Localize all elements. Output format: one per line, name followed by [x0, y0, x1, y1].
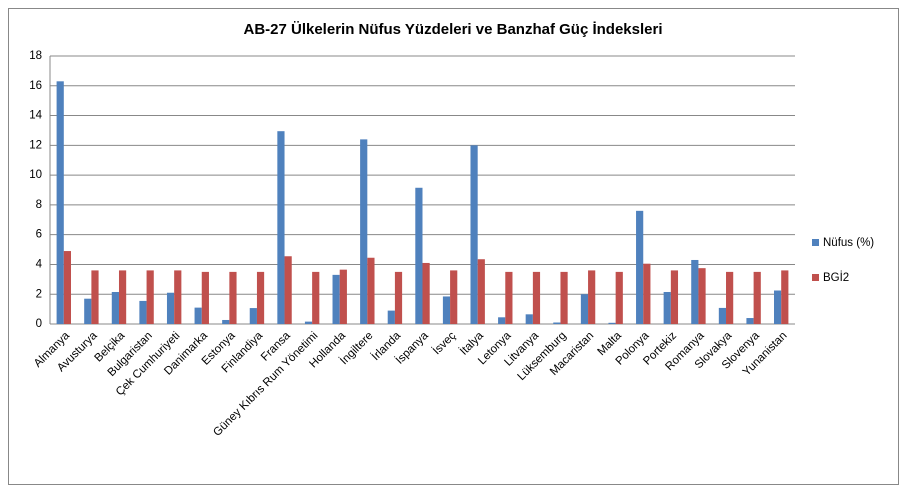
bar — [332, 274, 340, 324]
bar — [360, 139, 368, 324]
bar — [691, 259, 699, 324]
bar — [643, 263, 651, 324]
bar — [256, 271, 265, 324]
chart-border — [8, 8, 899, 485]
bar — [781, 270, 789, 324]
bar — [284, 256, 292, 324]
bar — [753, 271, 761, 324]
bar — [166, 292, 175, 324]
bar — [194, 307, 202, 324]
bar — [636, 210, 644, 324]
bar — [608, 322, 616, 324]
bar — [442, 296, 451, 324]
bar — [746, 318, 754, 324]
bar — [477, 259, 485, 324]
bar — [118, 270, 127, 324]
bar — [139, 300, 147, 324]
bar — [415, 187, 423, 324]
chart-title: AB-27 Ülkelerin Nüfus Yüzdeleri ve Banzh… — [243, 21, 662, 38]
bar — [146, 270, 154, 324]
bar — [387, 310, 395, 324]
bar — [774, 290, 782, 324]
y-tick-label: 18 — [29, 50, 42, 62]
bar — [663, 291, 671, 324]
y-tick-label: 0 — [36, 318, 42, 330]
legend-swatch — [812, 274, 819, 281]
bar — [588, 270, 596, 324]
bar — [505, 271, 513, 324]
bar — [339, 269, 347, 324]
bar — [615, 271, 623, 324]
bar — [670, 270, 679, 324]
bar — [718, 307, 727, 324]
legend-label: BGİ2 — [823, 271, 849, 284]
bar — [470, 145, 478, 324]
bar — [304, 321, 313, 324]
bar — [367, 257, 375, 324]
y-tick-label: 8 — [36, 199, 42, 211]
y-tick-label: 12 — [29, 139, 42, 151]
bar — [56, 81, 64, 324]
bar — [111, 291, 119, 324]
bar — [222, 319, 230, 324]
bar — [532, 271, 541, 324]
bar — [560, 271, 568, 324]
bar — [698, 268, 706, 324]
bar — [84, 298, 92, 324]
bar — [422, 262, 430, 324]
y-tick-label: 4 — [36, 258, 43, 270]
y-tick-label: 10 — [29, 169, 42, 181]
bar — [312, 271, 320, 324]
legend-swatch — [812, 239, 819, 246]
bar — [498, 317, 506, 324]
bar — [201, 271, 209, 324]
bar — [63, 251, 71, 324]
y-tick-label: 6 — [36, 229, 42, 241]
bar — [277, 131, 285, 324]
y-tick-label: 14 — [29, 110, 42, 122]
bar — [229, 271, 237, 324]
bar — [450, 270, 458, 324]
bar — [553, 322, 561, 324]
bar — [580, 294, 589, 324]
bar — [249, 308, 257, 324]
bar — [174, 270, 182, 324]
y-tick-label: 16 — [29, 80, 42, 92]
bar — [394, 271, 403, 324]
bar — [525, 314, 533, 324]
bar — [91, 270, 99, 324]
y-tick-label: 2 — [36, 288, 42, 300]
legend-label: Nüfus (%) — [823, 237, 874, 249]
bar — [726, 271, 734, 324]
